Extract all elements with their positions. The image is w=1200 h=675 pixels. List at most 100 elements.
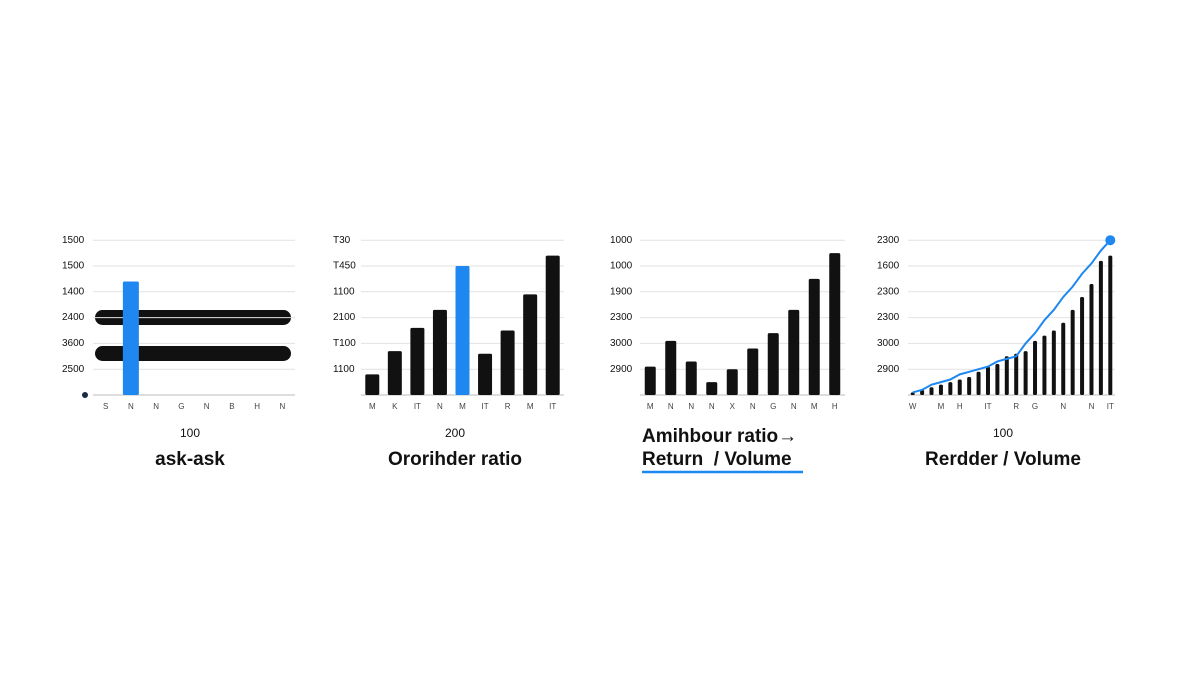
bar: [706, 382, 718, 395]
bar: [1061, 322, 1066, 395]
x-tick-label: IT: [482, 402, 489, 411]
bar: [1051, 330, 1056, 395]
bar: [1089, 284, 1094, 395]
bar: [929, 387, 934, 395]
line: [912, 239, 1112, 394]
bar: [455, 266, 470, 395]
bar: [545, 255, 560, 395]
x-tick-label: B: [229, 402, 234, 411]
x-tick-label: N: [128, 402, 134, 411]
bar: [644, 366, 656, 395]
y-tick-label: 2500: [62, 364, 85, 375]
x-tick-label: N: [668, 402, 674, 411]
x-tick-label: IT: [984, 402, 991, 411]
x-tick-label: N: [437, 402, 443, 411]
bar: [976, 371, 981, 395]
y-tick-label: 1100: [333, 286, 355, 297]
x-tick-label: IT: [1107, 402, 1114, 411]
x-tick-label: K: [392, 402, 398, 411]
y-tick-label: 2900: [877, 364, 900, 375]
x-tick-label: N: [1089, 402, 1095, 411]
note: 200: [445, 426, 465, 440]
y-tick-label: 3000: [877, 338, 900, 349]
chart-panel: 2900 3000 2300 2300 1600 2300 W M H IT R G N N IT 100 Re…: [877, 235, 1116, 470]
bar: [967, 376, 972, 395]
y-tick-label: T450: [333, 261, 356, 272]
bar: [432, 309, 447, 395]
x-tick-label: N: [709, 402, 715, 411]
bar: [808, 278, 820, 395]
bar: [1080, 296, 1085, 395]
bar: [500, 330, 515, 395]
x-tick-label: IT: [549, 402, 556, 411]
x-tick-label: H: [832, 402, 838, 411]
bar: [387, 351, 402, 395]
chart-panel: 2500 3600 2400 1400 1500 1500 S N N G N B H N 100 ask-a…: [62, 235, 295, 470]
bar: [747, 348, 759, 395]
x-tick-label: N: [204, 402, 210, 411]
chart-title: Amihbour ratio→: [642, 426, 797, 447]
y-tick-label: T30: [333, 235, 351, 246]
bar: [523, 294, 538, 395]
chart-panel: 2900 3000 2300 1900 1000 1000 M N N N X N G N M H Amihbo…: [610, 235, 845, 474]
x-tick-label: W: [909, 402, 917, 411]
note: 100: [993, 426, 1013, 440]
x-tick-label: R: [1013, 402, 1019, 411]
bar: [957, 379, 962, 395]
bar: [665, 340, 677, 395]
bar: [1033, 340, 1038, 395]
x-tick-label: G: [178, 402, 184, 411]
bar: [1098, 260, 1103, 395]
bar: [365, 374, 380, 395]
chart-title: ask-ask: [155, 449, 225, 470]
y-tick-label: T100: [333, 338, 356, 349]
y-tick-label: 1100: [333, 364, 355, 375]
x-tick-label: N: [153, 402, 159, 411]
chart-title: Ororihder ratio: [388, 449, 522, 470]
x-tick-label: S: [103, 402, 108, 411]
x-tick-label: N: [791, 402, 797, 411]
y-tick-label: 2400: [62, 312, 85, 323]
x-tick-label: G: [1032, 402, 1038, 411]
bar: [1004, 356, 1009, 395]
bar: [948, 382, 953, 395]
y-tick-label: 1500: [62, 235, 85, 246]
bar: [788, 309, 800, 395]
x-tick-label: M: [938, 402, 945, 411]
x-tick-label: M: [369, 402, 376, 411]
decor-bar: [95, 346, 291, 361]
y-tick-label: 1500: [62, 261, 85, 272]
x-tick-label: M: [459, 402, 466, 411]
y-tick-label: 1000: [610, 261, 633, 272]
y-tick-label: 3000: [610, 338, 633, 349]
y-tick-label: 2100: [333, 312, 356, 323]
bar: [829, 253, 841, 395]
bar: [1023, 351, 1028, 395]
bar: [410, 327, 425, 395]
bar: [1014, 353, 1019, 395]
x-tick-label: H: [254, 402, 260, 411]
origin-dot: [82, 392, 88, 398]
x-tick-label: M: [527, 402, 534, 411]
y-tick-label: 2300: [610, 312, 633, 323]
line-end-dot: [1105, 235, 1116, 246]
bar: [938, 384, 943, 395]
bar: [685, 361, 697, 395]
x-tick-label: N: [750, 402, 756, 411]
x-tick-label: M: [647, 402, 654, 411]
x-tick-label: N: [688, 402, 694, 411]
x-tick-label: H: [957, 402, 963, 411]
chart-panel: 1100 T100 2100 1100 T450 T30 M K IT N M IT R M IT 200 Or…: [333, 235, 564, 470]
y-tick-label: 2300: [877, 286, 900, 297]
y-tick-label: 1600: [877, 261, 900, 272]
x-tick-label: X: [730, 402, 736, 411]
x-tick-label: IT: [414, 402, 421, 411]
note: 100: [180, 426, 200, 440]
bar: [767, 333, 779, 395]
y-tick-label: 1400: [62, 286, 85, 297]
bar: [478, 353, 493, 395]
y-tick-label: 1000: [610, 235, 633, 246]
x-tick-label: R: [505, 402, 511, 411]
chart-subtitle: Return / Volume: [642, 449, 792, 470]
